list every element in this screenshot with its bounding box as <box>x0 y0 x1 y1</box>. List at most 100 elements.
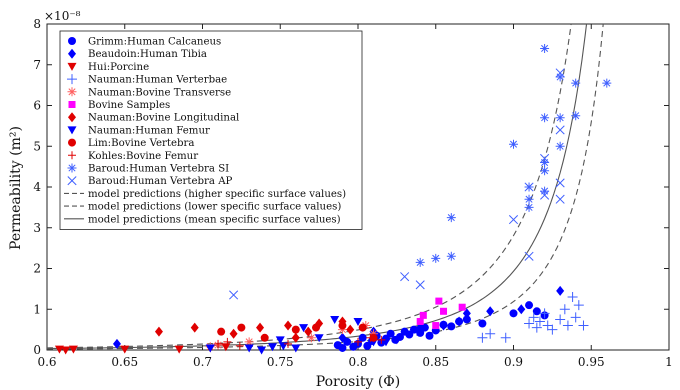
data-point <box>217 327 226 336</box>
data-point <box>555 72 565 82</box>
data-point <box>174 345 184 354</box>
data-point <box>462 315 471 324</box>
x-axis-label: Porosity (Φ) <box>316 374 400 390</box>
data-point <box>528 312 539 323</box>
data-point <box>540 166 550 176</box>
data-point <box>555 68 565 78</box>
data-point <box>555 314 566 325</box>
data-point <box>508 215 519 225</box>
data-point <box>578 320 589 331</box>
legend-marker <box>67 87 77 97</box>
data-point <box>540 113 550 123</box>
data-point <box>435 297 443 305</box>
data-point <box>447 322 456 331</box>
data-point <box>525 301 534 310</box>
data-point <box>446 213 456 223</box>
data-point <box>416 322 425 333</box>
legend-label: Beaudoin:Human Tibia <box>88 49 207 60</box>
data-point <box>425 331 434 340</box>
data-point <box>278 342 288 351</box>
data-point <box>439 320 448 331</box>
data-point <box>358 333 367 342</box>
data-point <box>509 139 518 149</box>
data-point <box>392 336 402 345</box>
data-point <box>540 158 550 168</box>
data-point <box>291 332 300 343</box>
data-point <box>330 315 340 324</box>
y-axis-label: Permeability (m²) <box>8 126 24 250</box>
legend-marker <box>67 62 77 71</box>
data-point <box>555 194 565 204</box>
data-point <box>517 304 526 315</box>
data-point <box>337 325 347 335</box>
data-point <box>223 337 232 346</box>
data-point <box>304 326 313 337</box>
legend-marker <box>68 138 76 147</box>
data-point <box>369 329 379 339</box>
legend-marker <box>68 112 76 123</box>
y-tick-label: 8 <box>33 17 41 31</box>
data-point <box>299 324 309 333</box>
data-point <box>205 344 215 353</box>
data-point <box>419 311 427 319</box>
data-point <box>381 338 391 347</box>
data-point <box>477 332 488 343</box>
y-tick-label: 7 <box>33 58 41 72</box>
legend-label: Nauman:Bovine Longitudinal <box>88 113 239 124</box>
data-point <box>555 178 565 188</box>
data-point <box>431 253 441 263</box>
legend-label: Nauman:Human Femur <box>88 125 210 136</box>
x-tick-label: 0.85 <box>422 355 449 369</box>
data-point <box>542 320 553 331</box>
data-point <box>573 300 584 311</box>
data-point <box>524 251 534 261</box>
data-point <box>68 345 78 354</box>
data-point <box>314 334 324 343</box>
legend-label: Nauman:Human Verterbae <box>88 75 227 86</box>
data-point <box>244 344 254 353</box>
data-point <box>524 182 534 192</box>
data-point <box>112 338 121 349</box>
data-point <box>485 328 496 339</box>
data-point <box>532 307 541 316</box>
data-point <box>190 322 199 333</box>
data-point <box>284 339 293 348</box>
data-point <box>54 345 64 354</box>
y-axis-multiplier: ×10⁻⁸ <box>44 9 81 23</box>
model-curve <box>46 23 588 350</box>
data-point <box>571 111 581 121</box>
legend-marker <box>67 163 77 173</box>
data-point <box>415 257 425 267</box>
data-point <box>221 343 231 352</box>
data-point <box>540 186 550 196</box>
data-point <box>409 325 418 334</box>
legend-marker <box>67 126 77 135</box>
legend-marker <box>68 37 76 45</box>
x-tick-label: 0.95 <box>578 355 605 369</box>
data-point <box>154 326 163 337</box>
x-tick-label: 0.75 <box>267 355 294 369</box>
data-point <box>524 318 535 329</box>
legend-marker <box>68 101 76 108</box>
data-point <box>432 322 440 330</box>
data-point <box>446 251 456 261</box>
data-point <box>531 322 542 333</box>
data-point <box>275 336 285 345</box>
data-point <box>260 333 269 342</box>
x-tick-label: 1 <box>665 355 673 369</box>
data-point <box>366 333 375 342</box>
data-point <box>555 125 565 135</box>
legend-marker <box>68 48 76 59</box>
data-point <box>524 194 534 204</box>
data-point <box>338 321 347 330</box>
axes: 0.6 0.65 0.7 0.75 0.8 0.85 0.9 0.95 1 0 1 2 3 4 5 6 7 8 <box>33 17 672 369</box>
data-point <box>244 337 254 347</box>
data-point <box>358 323 367 332</box>
data-point <box>455 316 464 327</box>
data-point <box>555 141 565 151</box>
data-point <box>291 344 301 353</box>
data-points <box>54 43 612 355</box>
data-point <box>562 320 573 331</box>
y-tick-label: 0 <box>33 343 41 357</box>
